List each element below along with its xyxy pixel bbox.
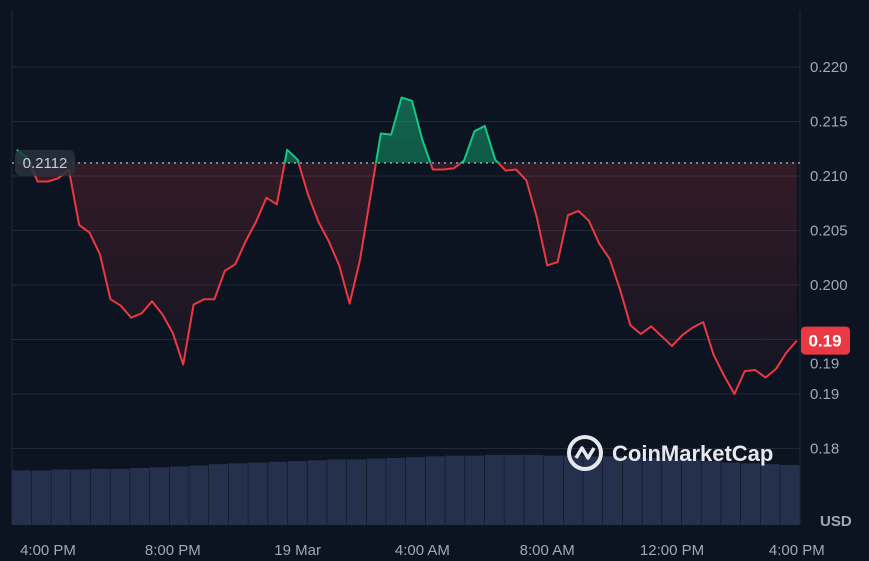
- volume-bar: [287, 461, 307, 525]
- volume-bar: [248, 462, 268, 525]
- coinmarketcap-logo-icon: [567, 435, 603, 471]
- volume-bar: [268, 461, 288, 525]
- x-tick-label: 19 Mar: [274, 542, 321, 559]
- volume-bars: [12, 454, 800, 525]
- volume-bar: [740, 463, 760, 525]
- volume-bar: [465, 455, 485, 525]
- volume-bar: [307, 460, 327, 525]
- volume-bar: [149, 467, 169, 525]
- y-tick-label: 0.200: [810, 277, 848, 294]
- watermark-text: CoinMarketCap: [612, 441, 773, 466]
- y-tick-label: 0.220: [810, 59, 848, 76]
- volume-bar: [12, 470, 32, 525]
- y-axis: 0.220 0.215 0.210 0.205 0.200 0.19 0.19 0.18: [810, 59, 848, 458]
- y-tick-label: 0.19: [810, 356, 839, 373]
- volume-bar: [51, 469, 71, 525]
- volume-bar: [31, 470, 51, 525]
- volume-bar: [346, 459, 366, 525]
- volume-bar: [583, 456, 603, 525]
- x-tick-label: 8:00 PM: [145, 542, 201, 559]
- volume-bar: [445, 455, 465, 525]
- price-line-up: [16, 96, 500, 163]
- y-tick-label: 0.215: [810, 114, 848, 131]
- current-price-value: 0.19: [808, 332, 841, 351]
- volume-bar: [425, 456, 445, 525]
- volume-bar: [622, 457, 642, 525]
- y-tick-label: 0.19: [810, 386, 839, 403]
- current-price-label: 0.19: [801, 326, 850, 355]
- volume-bar: [721, 462, 741, 525]
- price-line-down: [28, 162, 798, 395]
- volume-bar: [760, 464, 780, 525]
- x-tick-label: 12:00 PM: [640, 542, 704, 559]
- volume-bar: [209, 464, 229, 525]
- volume-bar: [701, 461, 721, 525]
- y-axis-unit: USD: [820, 513, 852, 530]
- volume-bar: [780, 464, 800, 525]
- volume-bar: [327, 459, 347, 525]
- area-above-baseline: [16, 97, 499, 163]
- volume-bar: [662, 458, 682, 525]
- volume-bar: [563, 455, 583, 525]
- watermark: CoinMarketCap: [567, 435, 773, 471]
- baseline-label: 0.2112: [15, 149, 75, 176]
- volume-bar: [110, 468, 130, 525]
- volume-bar: [71, 469, 91, 525]
- volume-bar: [642, 457, 662, 525]
- volume-bar: [366, 458, 386, 525]
- area-below-baseline: [16, 162, 797, 394]
- volume-bar: [603, 456, 623, 525]
- x-axis: 4:00 PM 8:00 PM 19 Mar 4:00 AM 8:00 AM 12:00 …: [20, 542, 825, 559]
- volume-bar: [681, 459, 701, 525]
- x-tick-label: 4:00 PM: [20, 542, 76, 559]
- volume-bar: [90, 468, 110, 525]
- volume-bar: [169, 466, 189, 525]
- y-tick-label: 0.18: [810, 441, 839, 458]
- volume-bar: [130, 468, 150, 525]
- volume-bar: [386, 457, 406, 525]
- volume-bar: [524, 454, 544, 525]
- x-tick-label: 4:00 AM: [395, 542, 450, 559]
- volume-bar: [484, 454, 504, 525]
- x-tick-label: 8:00 AM: [520, 542, 575, 559]
- y-tick-label: 0.205: [810, 223, 848, 240]
- volume-bar: [406, 457, 426, 525]
- baseline-value: 0.2112: [23, 155, 68, 172]
- y-tick-label: 0.210: [810, 168, 848, 185]
- volume-bar: [189, 465, 209, 525]
- x-tick-label: 4:00 PM: [769, 542, 825, 559]
- volume-bar: [228, 463, 248, 525]
- volume-bar: [543, 455, 563, 525]
- volume-bar: [504, 454, 524, 525]
